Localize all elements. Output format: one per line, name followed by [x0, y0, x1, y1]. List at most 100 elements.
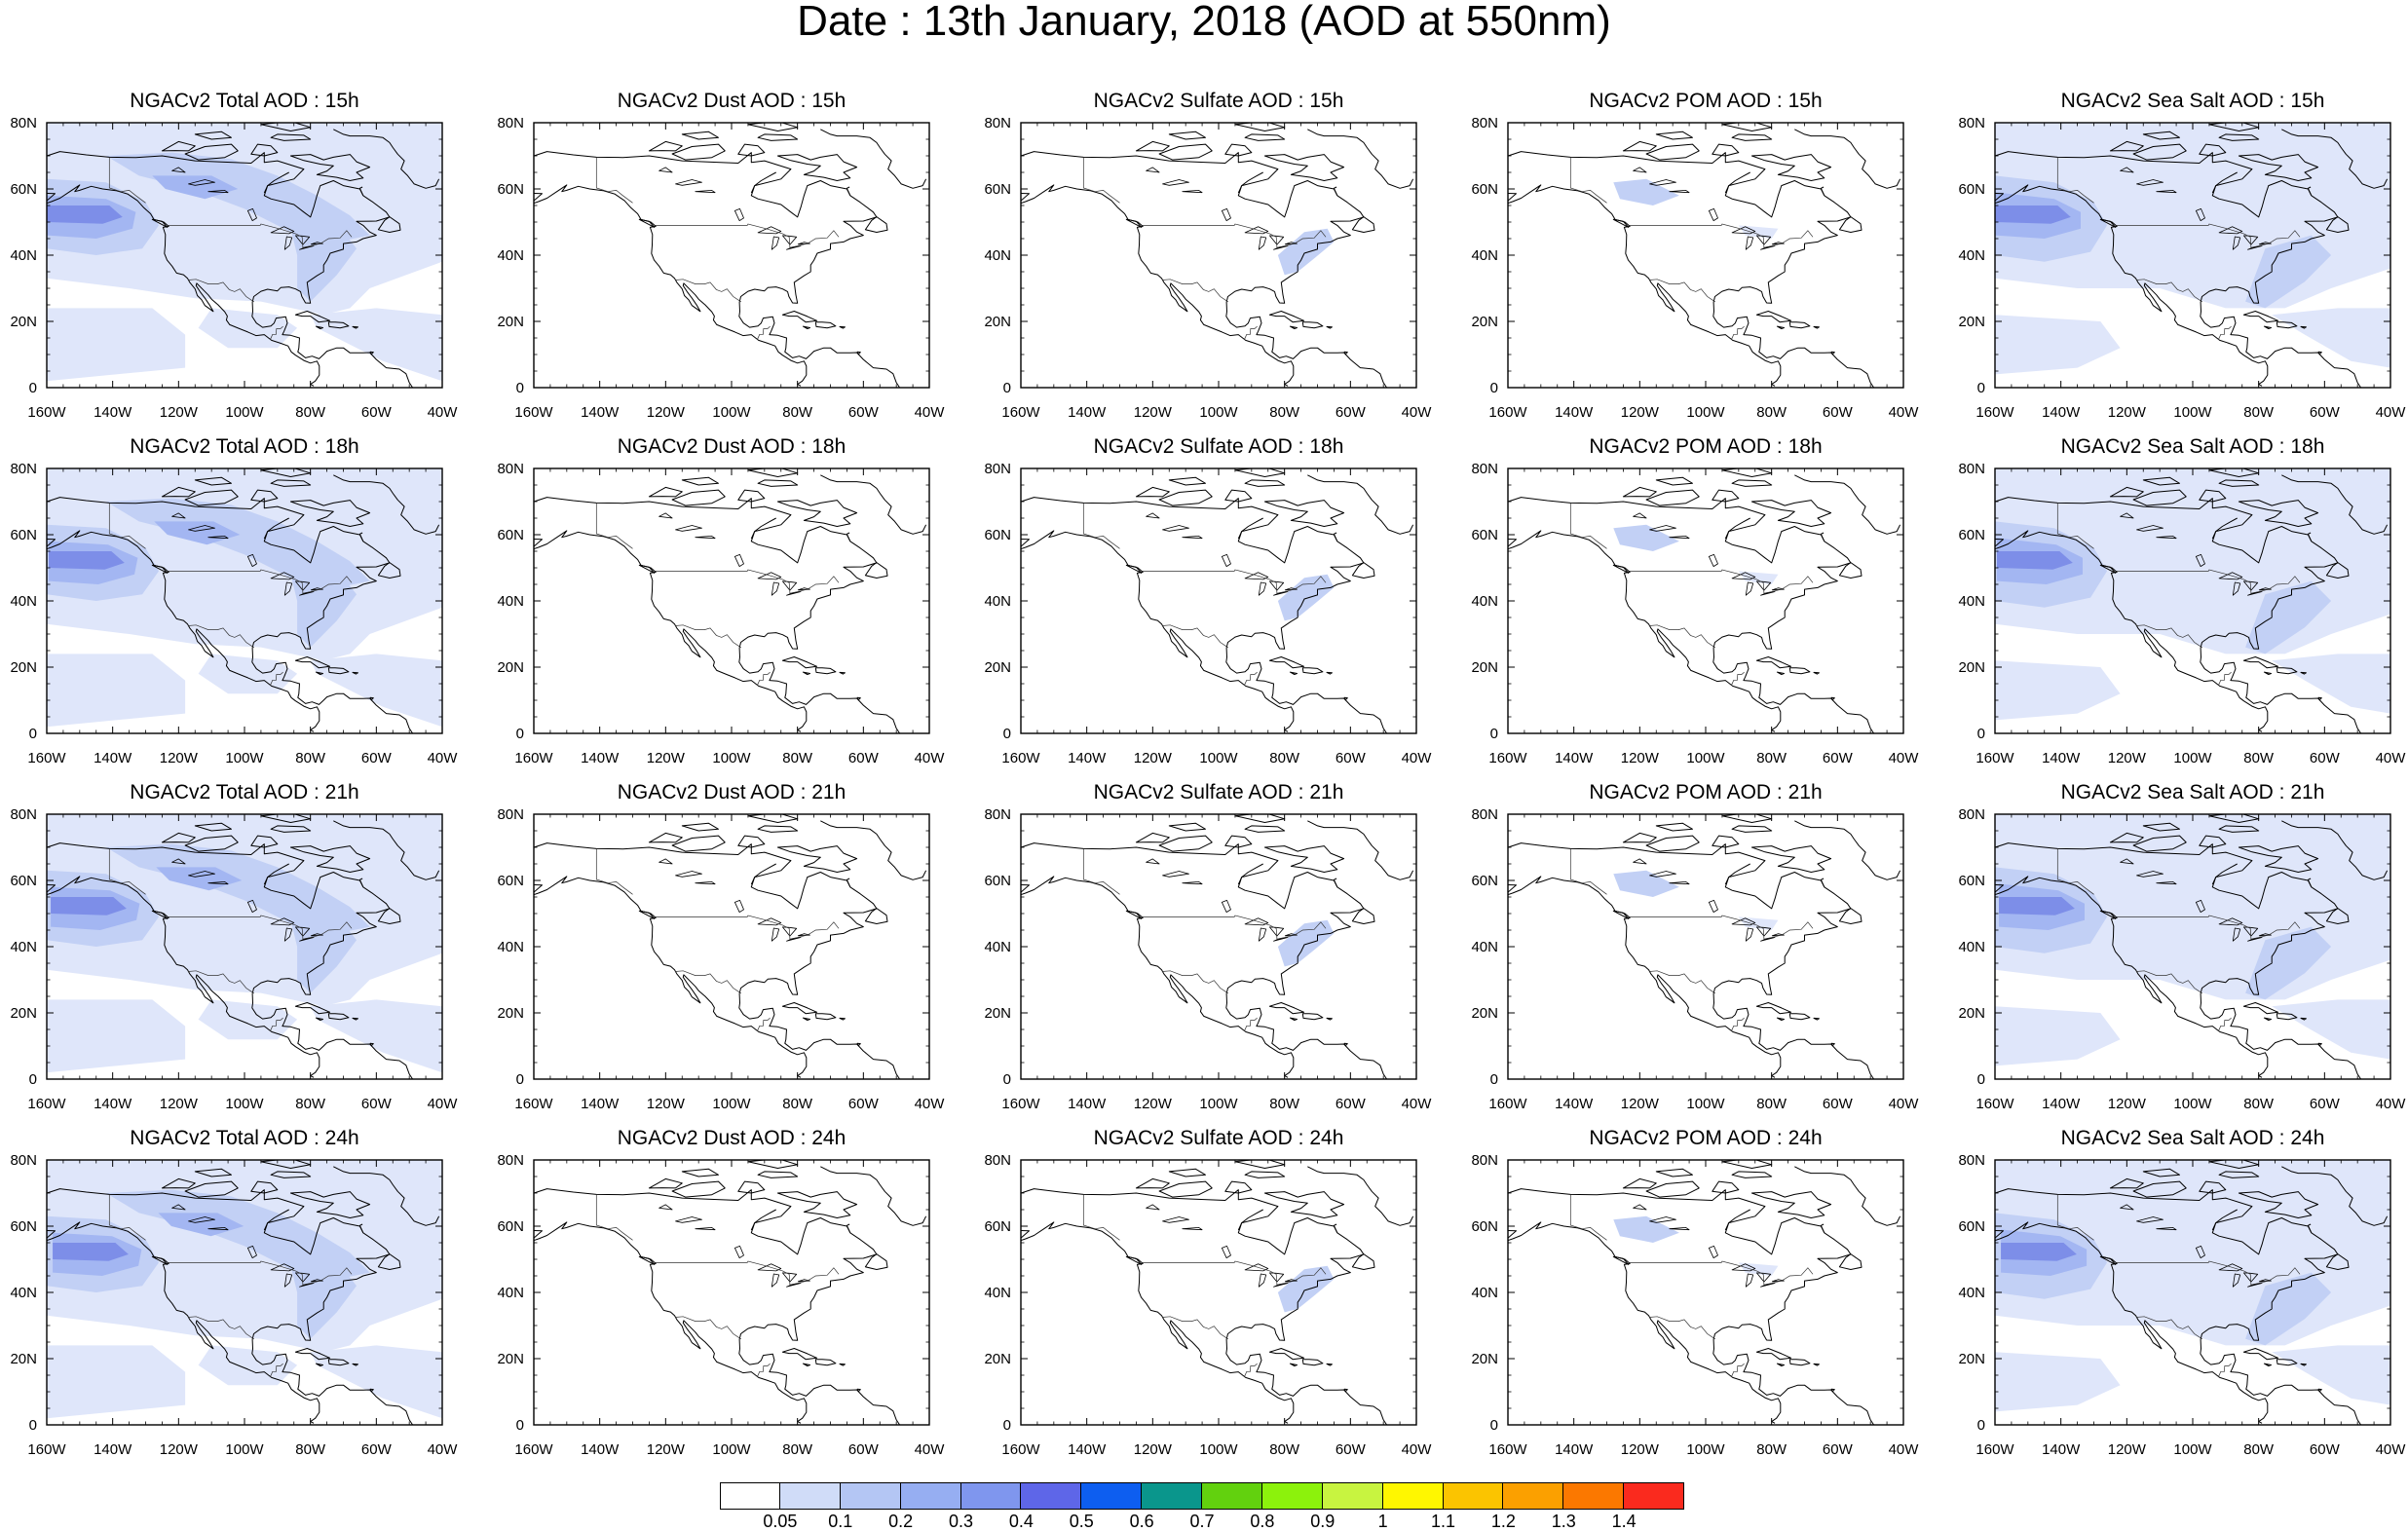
lon-tick-label: 100W [225, 1441, 264, 1458]
lat-tick-label: 40N [10, 593, 37, 610]
lon-tick-label: 140W [1068, 750, 1107, 766]
map-panel-sulfate-15h: 160W 140W 120W 100W 80W 60W 40W 0 20N 40N 60N 80N [984, 115, 1432, 421]
lon-tick-label: 160W [514, 1096, 553, 1112]
colorbar-swatch [1081, 1482, 1143, 1510]
lon-tick-label: 120W [2108, 1441, 2147, 1458]
coastlines [1508, 123, 1901, 388]
coastlines [1995, 1160, 2389, 1425]
coastlines [1995, 468, 2389, 733]
lat-tick-label: 40N [1471, 1285, 1498, 1301]
lat-tick-label: 20N [10, 1005, 37, 1022]
lat-tick-label: 40N [984, 247, 1011, 264]
colorbar-label: 1 [1377, 1512, 1388, 1531]
lon-tick-label: 140W [1555, 1441, 1594, 1458]
lon-tick-label: 80W [2243, 1096, 2275, 1112]
lat-tick-label: 40N [10, 247, 37, 264]
country-borders [1569, 848, 1814, 1031]
lon-tick-label: 80W [2243, 1441, 2275, 1458]
lon-tick-label: 40W [915, 1096, 946, 1112]
lat-tick-label: 0 [1977, 1417, 1985, 1434]
lon-tick-label: 160W [1001, 1441, 1040, 1458]
lon-tick-label: 140W [94, 404, 132, 421]
lon-tick-label: 140W [2042, 404, 2081, 421]
lon-tick-label: 120W [1134, 1441, 1173, 1458]
colorbar-swatch [1202, 1482, 1262, 1510]
lon-tick-label: 100W [2173, 1441, 2212, 1458]
lat-tick-label: 80N [1471, 115, 1498, 131]
colorbar-swatch [1443, 1482, 1504, 1510]
lon-tick-label: 120W [1134, 750, 1173, 766]
lat-tick-label: 0 [29, 380, 37, 396]
lon-tick-label: 100W [1199, 1096, 1238, 1112]
colorbar-label: 1.1 [1430, 1512, 1456, 1531]
colorbar-swatch [1322, 1482, 1383, 1510]
lon-tick-label: 40W [428, 1441, 459, 1458]
lon-tick-label: 80W [1756, 750, 1787, 766]
lat-tick-label: 60N [984, 181, 1011, 198]
lat-tick-label: 80N [1471, 1152, 1498, 1169]
lat-tick-label: 0 [1490, 726, 1498, 742]
map-panel-seasalt-15h: 160W 140W 120W 100W 80W 60W 40W 0 20N 40N 60N 80N [1958, 115, 2407, 421]
lon-tick-label: 120W [160, 1096, 199, 1112]
lat-tick-label: 60N [10, 1218, 37, 1235]
lat-tick-label: 20N [497, 314, 524, 330]
map-panel-total-21h: 160W 140W 120W 100W 80W 60W 40W 0 20N 40N 60N 80N [10, 806, 458, 1112]
map-panel-sulfate-24h: 160W 140W 120W 100W 80W 60W 40W 0 20N 40N 60N 80N [984, 1152, 1432, 1458]
lat-tick-label: 20N [497, 1351, 524, 1367]
lat-tick-label: 80N [10, 1152, 37, 1169]
lat-tick-label: 40N [10, 939, 37, 955]
lon-tick-label: 120W [160, 750, 199, 766]
lon-tick-label: 80W [2243, 404, 2275, 421]
lon-tick-label: 80W [782, 750, 813, 766]
colorbar-label: 0.05 [763, 1512, 798, 1531]
panel-title: NGACv2 Total AOD : 15h [130, 90, 359, 112]
lon-tick-label: 40W [915, 404, 946, 421]
lat-tick-label: 20N [497, 1005, 524, 1022]
colorbar-label: 0.2 [888, 1512, 914, 1531]
colorbar-label: 0.6 [1129, 1512, 1154, 1531]
lon-tick-label: 40W [2376, 404, 2407, 421]
lon-tick-label: 60W [361, 404, 393, 421]
country-borders [108, 503, 353, 686]
coastlines [534, 814, 927, 1079]
colorbar-swatch [840, 1482, 901, 1510]
lon-tick-label: 40W [1402, 1096, 1433, 1112]
map-panel-sulfate-18h: 160W 140W 120W 100W 80W 60W 40W 0 20N 40N 60N 80N [984, 461, 1432, 766]
lat-tick-label: 60N [10, 527, 37, 543]
lat-tick-label: 80N [1958, 806, 1985, 823]
map-panel-grid: NGACv2 Total AOD : 15h 160W 140W 120W 100W 80… [10, 90, 2407, 1458]
lat-tick-label: 80N [497, 806, 524, 823]
lat-tick-label: 20N [10, 1351, 37, 1367]
country-borders [108, 157, 353, 340]
lon-tick-label: 160W [1488, 1096, 1527, 1112]
lat-tick-label: 80N [984, 115, 1011, 131]
lon-tick-label: 100W [1686, 1096, 1725, 1112]
colorbar-swatch [900, 1482, 961, 1510]
colorbar-swatch [1382, 1482, 1444, 1510]
lon-tick-label: 160W [514, 404, 553, 421]
lon-tick-label: 100W [1199, 750, 1238, 766]
coastlines [1508, 1160, 1901, 1425]
lat-tick-label: 20N [1471, 1351, 1498, 1367]
lon-tick-label: 120W [2108, 404, 2147, 421]
lat-tick-label: 60N [497, 873, 524, 889]
lon-tick-label: 120W [647, 1441, 686, 1458]
lat-tick-label: 20N [1471, 659, 1498, 676]
aod-field [1995, 1160, 2390, 1412]
lon-tick-label: 60W [2310, 750, 2341, 766]
aod-field [47, 1160, 442, 1419]
lat-tick-label: 40N [984, 593, 1011, 610]
colorbar-swatch [1142, 1482, 1202, 1510]
lon-tick-label: 80W [295, 404, 326, 421]
coastlines [1021, 123, 1414, 388]
lat-tick-label: 80N [1471, 461, 1498, 477]
lon-tick-label: 80W [1269, 750, 1300, 766]
lon-tick-label: 40W [428, 404, 459, 421]
lon-tick-label: 80W [782, 1096, 813, 1112]
lon-tick-label: 60W [2310, 1096, 2341, 1112]
aod-field [47, 468, 442, 728]
panel-title: NGACv2 Sea Salt AOD : 24h [2060, 1127, 2325, 1149]
lat-tick-label: 40N [497, 939, 524, 955]
lat-tick-label: 80N [1958, 461, 1985, 477]
aod-field [1277, 228, 1335, 276]
